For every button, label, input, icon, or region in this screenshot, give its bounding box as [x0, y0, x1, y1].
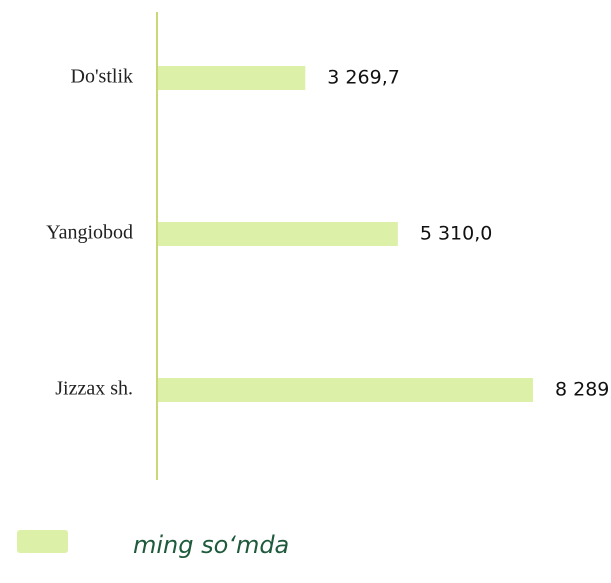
data-label: 8 289,7 — [555, 379, 611, 401]
data-label: 3 269,7 — [327, 67, 400, 89]
bar — [158, 66, 306, 90]
legend-label: ming so‘mda — [133, 531, 289, 559]
bar — [158, 378, 533, 402]
legend-swatch — [17, 530, 68, 553]
bar — [158, 222, 398, 246]
data-label: 5 310,0 — [420, 223, 493, 245]
y-tick-label: Do'stlik — [71, 66, 134, 88]
y-tick-label: Jizzax sh. — [55, 378, 133, 400]
y-tick-label: Yangiobod — [46, 222, 133, 244]
